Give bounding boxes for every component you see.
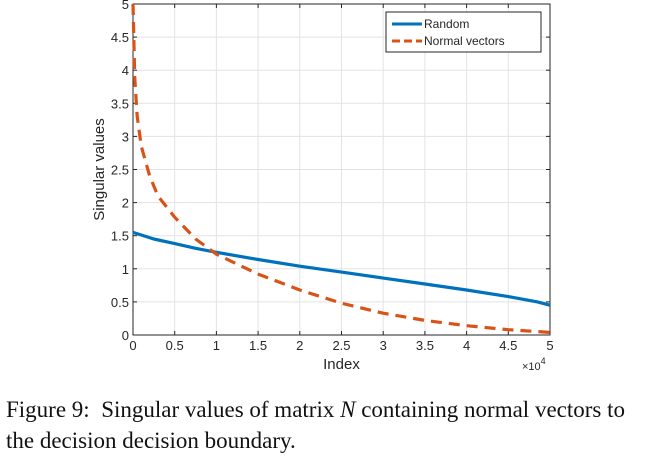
x-axis-exponent: ×104 <box>522 356 546 373</box>
y-tick-label: 5 <box>122 0 129 12</box>
x-tick-label: 3 <box>380 338 387 353</box>
axis-ticks: 0 0.5 1 1.5 2 2.5 3 3.5 4 4.5 5 0 0.5 1 1.5 2 2.5 3 3.5 4 4.… <box>111 0 554 353</box>
grid-lines <box>132 3 551 336</box>
legend-box <box>385 11 542 53</box>
series-line-random <box>132 230 551 307</box>
line-chart: 0 0.5 1 1.5 2 2.5 3 3.5 4 4.5 5 0 0.5 1 1.5 2 2.5 3 3.5 4 4.… <box>91 0 554 373</box>
y-tick-label: 0.5 <box>111 295 129 310</box>
caption-text-after: containing normal vectors to the decisio… <box>6 397 625 453</box>
caption-variable: N <box>340 397 356 422</box>
legend: Random Normal vectors <box>385 11 542 53</box>
x-tick-label: 1 <box>213 338 220 353</box>
x-tick-label: 0 <box>129 338 136 353</box>
series-line-normal-vectors <box>131 3 551 334</box>
y-tick-label: 1 <box>122 262 129 277</box>
x-axis-exponent-base: ×10 <box>522 361 541 373</box>
x-tick-label: 2.5 <box>332 338 350 353</box>
series-layer <box>131 3 551 334</box>
x-axis-exponent-power: 4 <box>541 356 546 366</box>
x-tick-label: 4 <box>463 338 470 353</box>
figure-caption: Figure 9: Singular values of matrix N co… <box>6 394 646 456</box>
x-axis-title: Index <box>323 356 360 373</box>
legend-label-random: Random <box>424 17 469 31</box>
x-tick-label: 2 <box>296 338 303 353</box>
y-tick-label: 2 <box>122 196 129 211</box>
caption-label: Figure 9: <box>6 397 90 422</box>
y-tick-label: 4.5 <box>111 30 129 45</box>
y-tick-label: 3 <box>122 129 129 144</box>
y-tick-label: 4 <box>122 63 129 78</box>
y-tick-label: 0 <box>122 328 129 343</box>
x-tick-label: 4.5 <box>499 338 517 353</box>
x-tick-label: 5 <box>546 338 553 353</box>
y-tick-label: 1.5 <box>111 229 129 244</box>
x-tick-label: 3.5 <box>416 338 434 353</box>
x-tick-label: 1.5 <box>249 338 267 353</box>
caption-text-before: Singular values of matrix <box>101 397 341 422</box>
y-axis-title: Singular values <box>91 118 108 221</box>
legend-label-normal-vectors: Normal vectors <box>424 34 505 48</box>
y-tick-label: 3.5 <box>111 96 129 111</box>
x-tick-label: 0.5 <box>166 338 184 353</box>
y-tick-label: 2.5 <box>111 163 129 178</box>
